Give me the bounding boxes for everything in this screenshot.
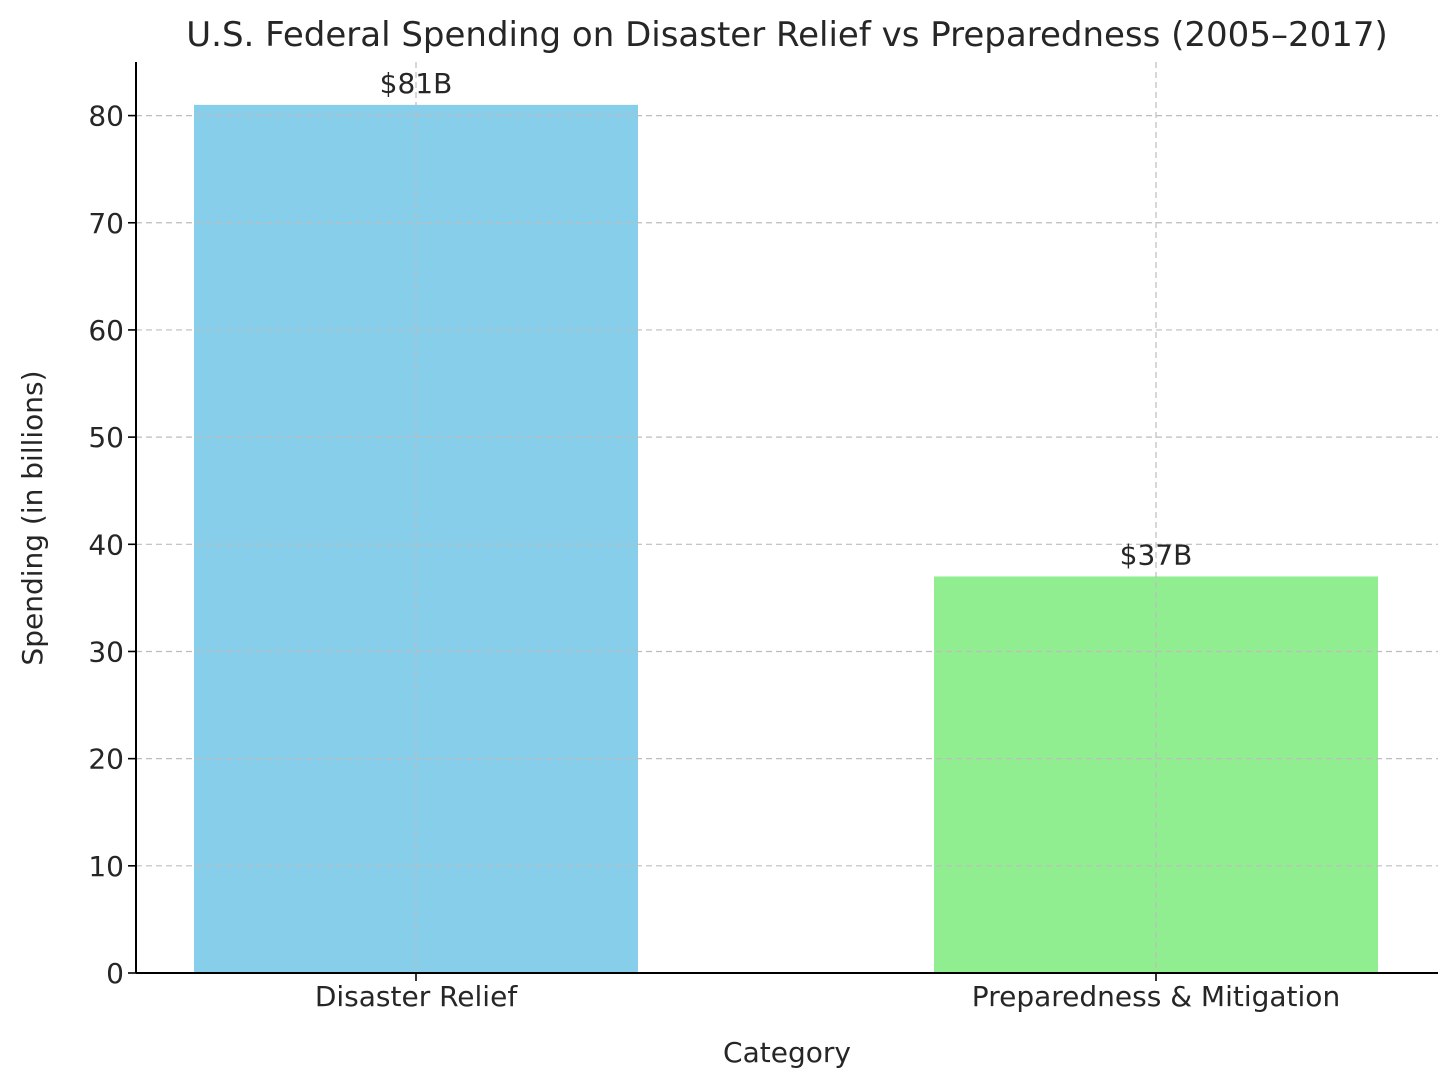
y-tick-label-2: 20 bbox=[88, 743, 124, 776]
y-tick-label-8: 80 bbox=[88, 100, 124, 133]
y-tick-label-4: 40 bbox=[88, 528, 124, 561]
labels: 0 10 20 30 40 50 60 70 80 Disaster Relief Prepared… bbox=[88, 67, 1340, 1013]
y-tick-label-6: 60 bbox=[88, 314, 124, 347]
y-tick-label-7: 70 bbox=[88, 207, 124, 240]
x-axis-label: Category bbox=[723, 1036, 851, 1069]
y-tick-label-0: 0 bbox=[106, 957, 124, 990]
grid-lines bbox=[136, 62, 1438, 973]
bar-0 bbox=[194, 104, 638, 973]
y-tick-label-3: 30 bbox=[88, 635, 124, 668]
data-label-1: $37B bbox=[1120, 538, 1193, 571]
bars bbox=[194, 104, 1378, 973]
chart-title: U.S. Federal Spending on Disaster Relief… bbox=[186, 15, 1388, 55]
y-tick-label-1: 10 bbox=[88, 850, 124, 883]
data-label-0: $81B bbox=[380, 67, 453, 100]
x-tick-label-0: Disaster Relief bbox=[315, 980, 519, 1013]
y-tick-label-5: 50 bbox=[88, 421, 124, 454]
axes bbox=[128, 62, 1438, 981]
x-tick-label-1: Preparedness & Mitigation bbox=[972, 980, 1340, 1013]
y-axis-label: Spending (in billions) bbox=[16, 370, 49, 665]
